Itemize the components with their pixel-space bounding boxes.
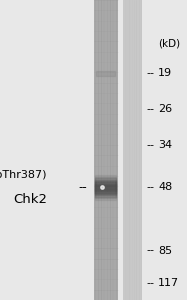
Bar: [94, 0, 118, 300]
Text: 117: 117: [158, 278, 179, 289]
Text: --: --: [147, 104, 155, 115]
Text: 19: 19: [158, 68, 172, 79]
Text: (kD): (kD): [158, 38, 180, 49]
Text: --: --: [147, 140, 155, 151]
Text: 48: 48: [158, 182, 172, 193]
Text: --: --: [147, 68, 155, 79]
Bar: [123, 0, 142, 300]
Text: --: --: [147, 182, 155, 193]
Text: 34: 34: [158, 140, 172, 151]
Text: 85: 85: [158, 245, 172, 256]
Text: 26: 26: [158, 104, 172, 115]
Text: --: --: [79, 181, 88, 194]
Text: --: --: [147, 245, 155, 256]
Text: --: --: [147, 278, 155, 289]
Text: Chk2: Chk2: [13, 193, 47, 206]
Text: (pThr387): (pThr387): [0, 170, 47, 181]
